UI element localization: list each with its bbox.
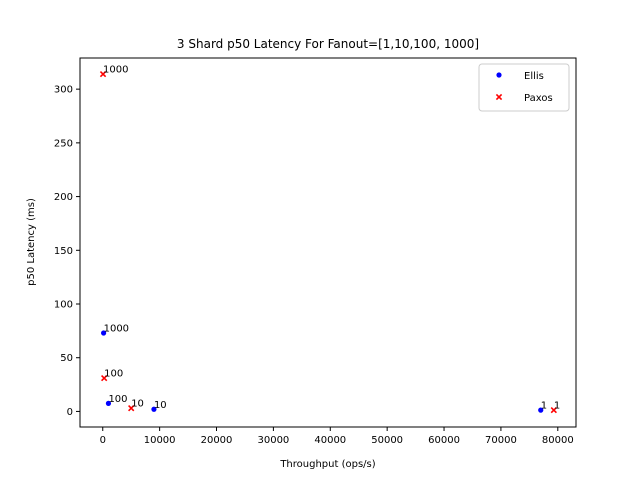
x-tick-label: 70000 [485,435,517,446]
x-axis: 0 10000 20000 30000 40000 50000 60000 70000 8000… [100,427,574,446]
x-tick-label: 40000 [314,435,346,446]
ellis-point [151,406,157,412]
legend-label: Paxos [524,93,553,104]
plot-area [79,57,577,428]
point-label: 1000 [103,65,128,76]
chart-title: 3 Shard p50 Latency For Fanout=[1,10,100… [177,37,479,51]
legend: Ellis Paxos [478,63,570,112]
y-tick-label: 100 [54,300,73,311]
y-tick-label: 150 [54,246,73,257]
paxos-point [550,406,557,414]
y-tick-label: 50 [60,353,73,364]
x-tick-label: 60000 [428,435,460,446]
point-labels: 1 10 100 1000 1 10 100 1000 [103,65,560,412]
x-tick-label: 10000 [144,435,176,446]
legend-marker [496,72,502,78]
y-tick-label: 0 [67,407,73,418]
ellis-point [101,330,107,336]
ellis-point [538,407,544,413]
point-label: 10 [131,399,144,410]
paxos-point-stroke [128,405,135,412]
y-axis: 0 50 100 150 200 250 300 [54,85,80,418]
y-tick-label: 300 [54,85,73,96]
point-label: 100 [104,369,123,380]
x-tick-label: 20000 [201,435,233,446]
y-axis-title: p50 Latency (ms) [26,198,37,286]
x-tick-label: 80000 [542,435,574,446]
paxos-point-stroke [101,374,108,382]
x-tick-label: 50000 [371,435,403,446]
point-label: 1 [541,401,547,412]
x-tick-label: 0 [100,435,106,446]
point-label: 10 [154,400,167,411]
ellis-point [105,400,112,406]
point-label: 1000 [104,324,129,335]
legend-marker [495,93,503,101]
paxos-point-stroke [99,70,107,78]
paxos-point [128,405,135,412]
legend-marker-stroke [495,93,503,101]
paxos-point-stroke [550,406,557,414]
y-tick-label: 200 [54,192,73,203]
x-tick-label: 30000 [257,435,289,446]
x-axis-title: Throughput (ops/s) [279,459,375,470]
legend-label: Ellis [524,71,544,82]
point-label: 1 [554,401,560,412]
paxos-point [99,70,107,78]
data-points [99,70,557,414]
y-tick-label: 250 [54,138,73,149]
paxos-point [101,374,108,382]
point-label: 100 [108,394,127,405]
